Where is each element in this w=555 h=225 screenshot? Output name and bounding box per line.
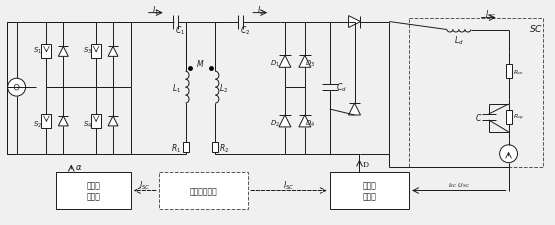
Text: $L_1$: $L_1$ [172,83,181,95]
Polygon shape [108,47,118,57]
Text: $S_1$: $S_1$ [33,46,42,56]
Text: $I_{SC}$: $I_{SC}$ [139,178,150,191]
Polygon shape [299,115,311,127]
Polygon shape [279,56,291,68]
Text: $I_{SC}$ $U_{SC}$: $I_{SC}$ $U_{SC}$ [448,180,470,189]
Bar [506,110,512,124]
Text: $C_d$: $C_d$ [336,81,347,94]
Text: $R_{cp}$: $R_{cp}$ [513,112,524,123]
Polygon shape [279,115,291,127]
Text: $C$: $C$ [475,112,482,123]
Bar [91,115,101,128]
Circle shape [8,79,26,97]
Text: $D_1$: $D_1$ [270,59,280,69]
Polygon shape [349,104,361,115]
Text: $R_1$: $R_1$ [170,142,181,154]
Text: $L_2$: $L_2$ [219,83,228,95]
Text: $S_3$: $S_3$ [83,46,92,56]
Text: $I_2$: $I_2$ [256,4,264,17]
Text: $C_1$: $C_1$ [175,24,186,37]
Bar [91,45,101,59]
Polygon shape [58,47,68,57]
Polygon shape [349,16,361,28]
Text: $I_1$: $I_1$ [152,4,159,17]
Text: $D_3$: $D_3$ [305,59,315,69]
Text: 发射侧
控制器: 发射侧 控制器 [87,181,100,200]
Bar [409,18,543,167]
Text: $L_d$: $L_d$ [454,34,464,47]
Text: $S_2$: $S_2$ [33,119,42,129]
Text: $I_{SC}$: $I_{SC}$ [485,8,496,21]
Polygon shape [108,117,118,126]
Bar [213,142,218,152]
Bar [57,172,131,209]
Bar [330,172,409,209]
Polygon shape [299,56,311,68]
Text: 无线通讯方式: 无线通讯方式 [190,186,218,195]
Text: 接收侧
控制器: 接收侧 控制器 [362,181,376,200]
Text: $S_4$: $S_4$ [83,119,92,129]
Bar [42,45,52,59]
Text: D: D [362,160,369,168]
Text: $C_2$: $C_2$ [240,24,250,37]
Text: $M$: $M$ [196,58,205,68]
Text: $\alpha$: $\alpha$ [74,162,82,171]
Bar [506,65,512,79]
Text: $R_2$: $R_2$ [219,142,229,154]
Text: $SC$: $SC$ [529,23,543,34]
Text: $D_2$: $D_2$ [270,118,280,128]
Text: $I_{SC}$: $I_{SC}$ [283,178,295,191]
Circle shape [500,145,517,163]
Bar [159,172,248,209]
Text: $D_4$: $D_4$ [305,118,315,128]
Bar [183,142,189,152]
Bar [42,115,52,128]
Text: $R_{cs}$: $R_{cs}$ [513,68,524,76]
Polygon shape [58,117,68,126]
